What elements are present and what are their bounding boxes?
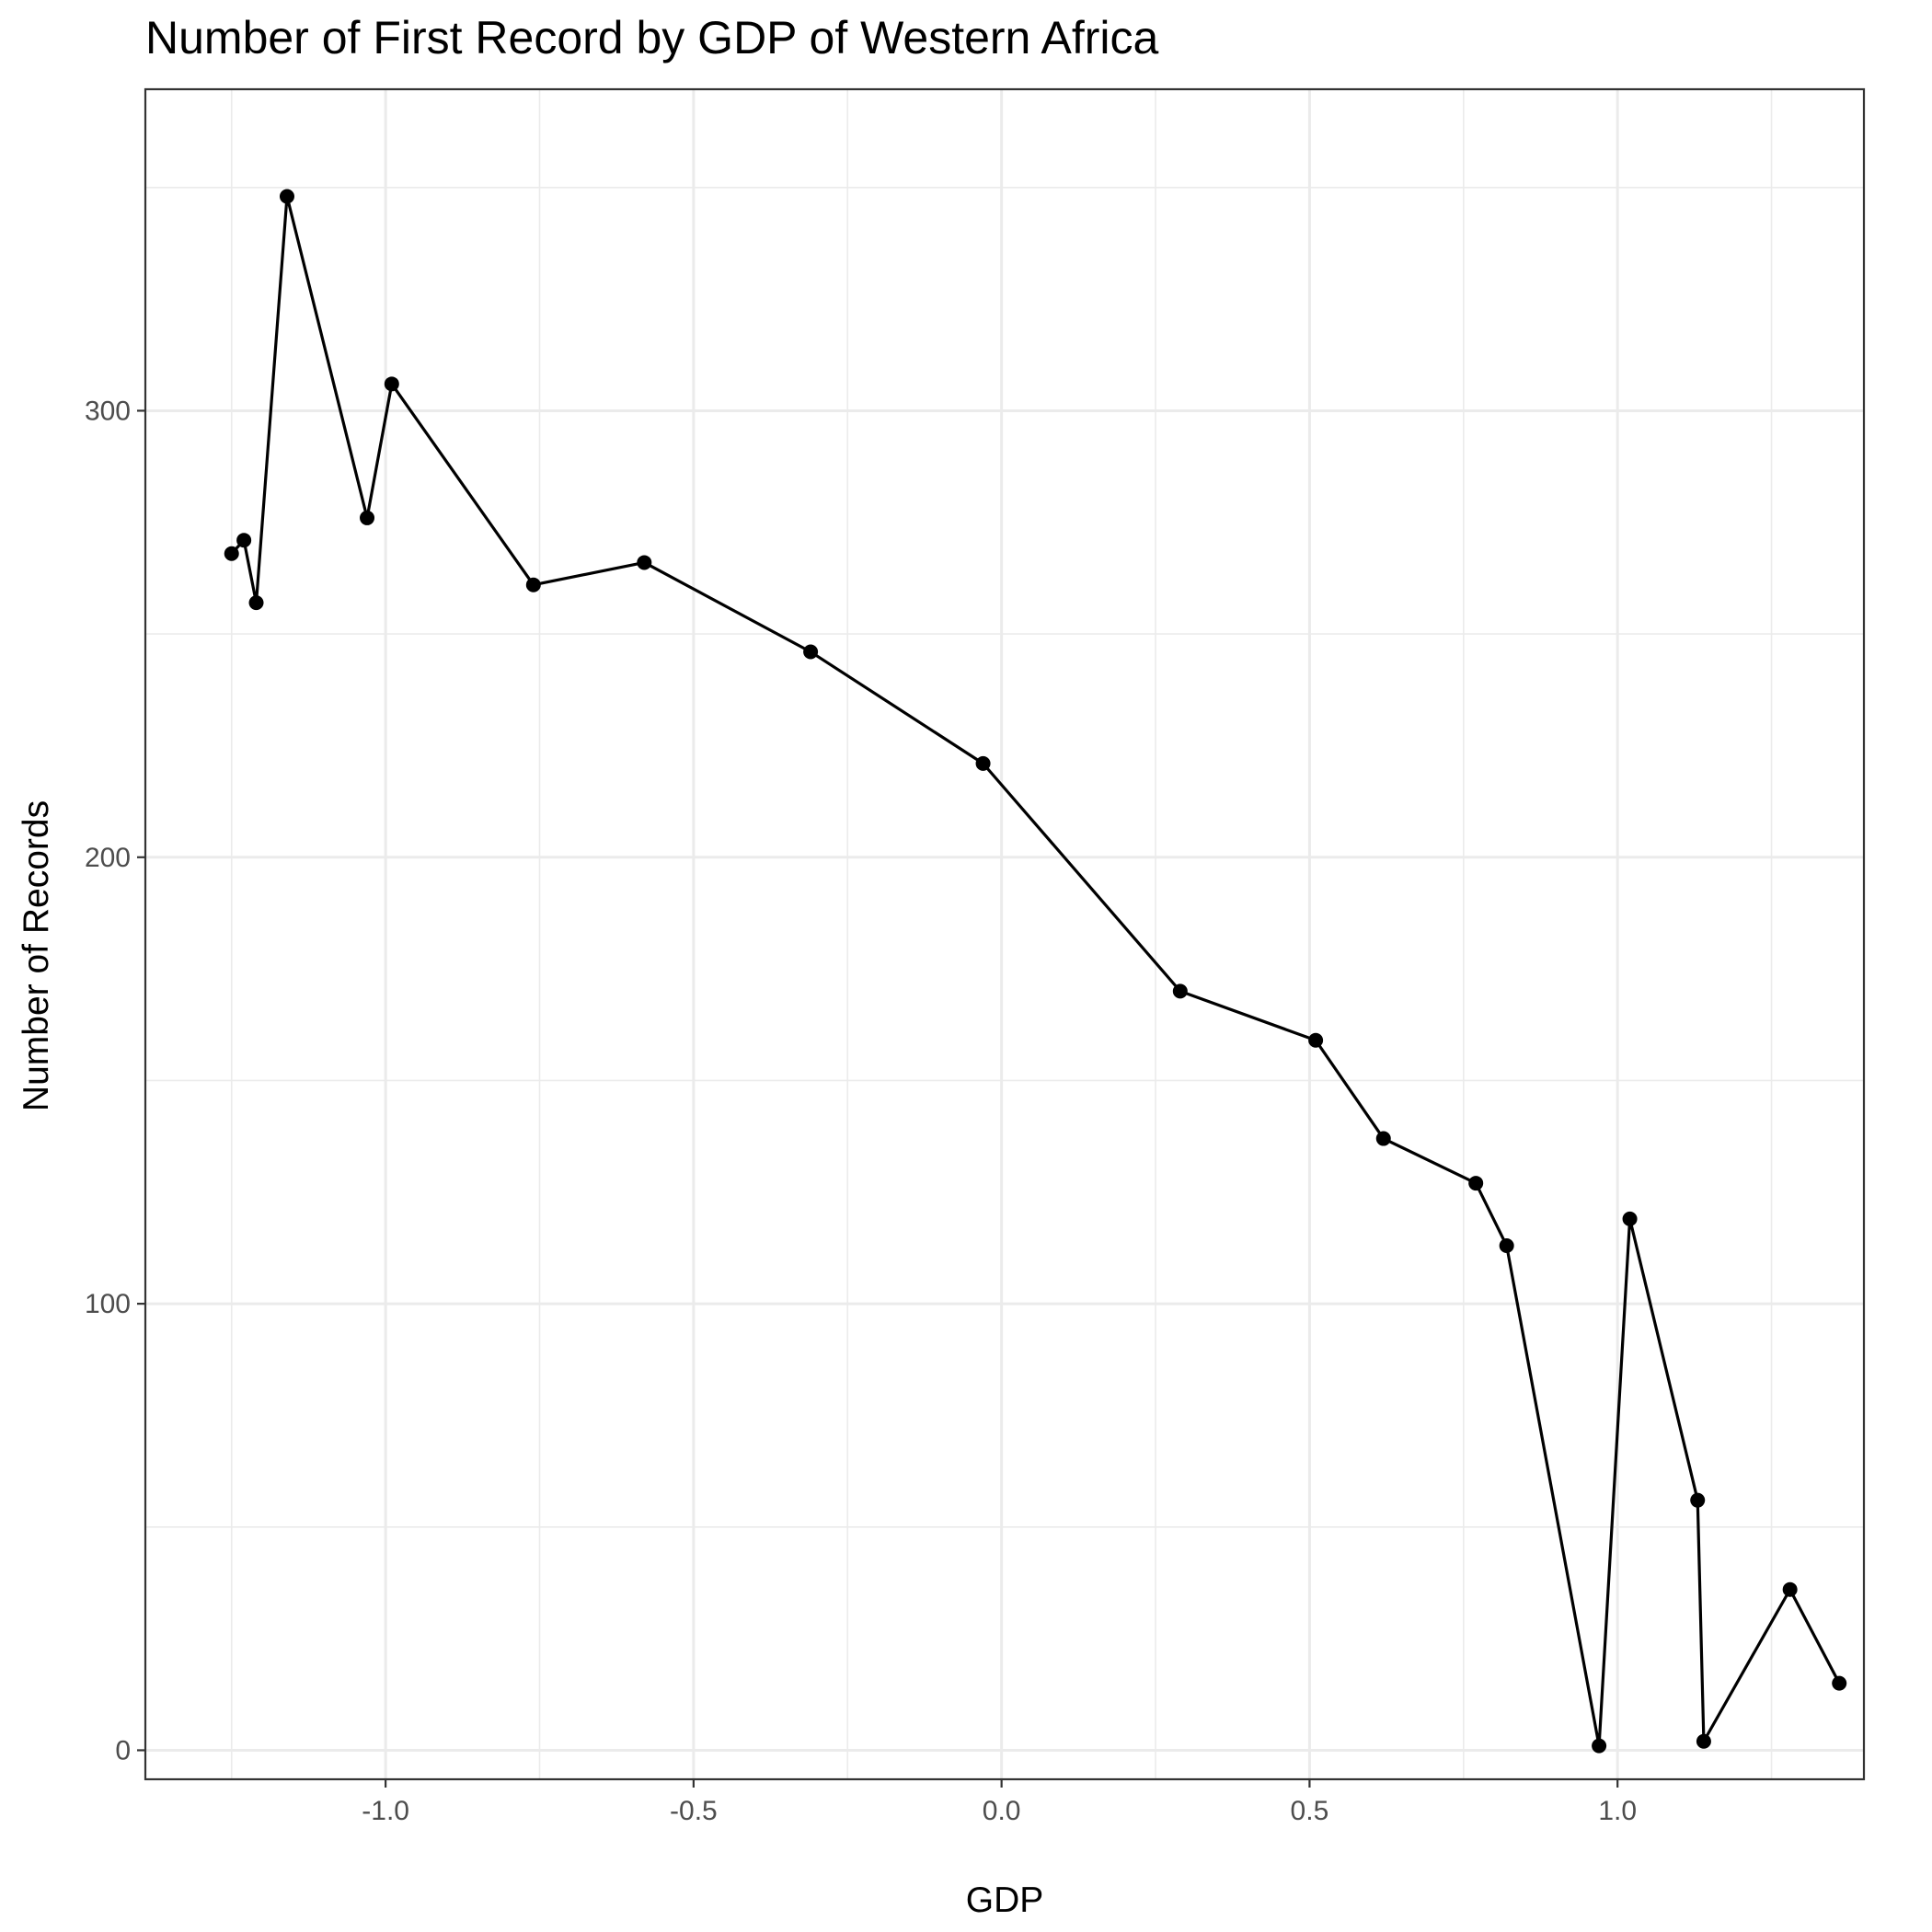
x-tick-label: 1.0 [1598,1796,1637,1826]
data-point-4 [279,189,294,204]
y-axis-title: Number of Records [17,800,56,1111]
data-point-18 [1690,1492,1706,1508]
y-tick-label: 300 [85,396,131,426]
data-point-1 [224,546,239,561]
data-point-7 [525,577,541,592]
x-tick-label: 0.5 [1291,1796,1329,1826]
data-point-6 [384,376,399,392]
x-tick-label: -1.0 [362,1796,409,1826]
data-point-10 [975,755,991,771]
chart-title: Number of First Record by GDP of Western… [145,12,1158,63]
x-tick-label: -0.5 [670,1796,718,1826]
data-point-16 [1592,1738,1607,1754]
data-point-12 [1308,1032,1324,1048]
data-point-17 [1622,1211,1638,1226]
data-point-8 [637,555,652,570]
data-point-20 [1782,1581,1798,1597]
data-point-14 [1468,1176,1484,1191]
x-axis-title: GDP [966,1880,1044,1920]
y-tick-label: 0 [115,1735,131,1765]
data-point-5 [360,510,375,525]
data-point-15 [1499,1238,1514,1254]
data-point-11 [1172,983,1188,999]
plot-panel-border [144,87,1866,1781]
plot-series [224,189,1847,1754]
gridlines [145,89,1864,1779]
y-tick-label: 200 [85,843,131,873]
data-point-19 [1696,1733,1711,1749]
data-point-3 [248,595,264,611]
axes: -1.0 -0.5 0.0 0.5 1.0 0 100 200 300 [85,396,1637,1826]
data-point-21 [1832,1675,1847,1691]
series-line [230,194,1841,1748]
y-tick-label: 100 [85,1289,131,1319]
data-point-2 [236,533,252,548]
data-point-13 [1375,1131,1391,1146]
x-tick-label: 0.0 [983,1796,1021,1826]
data-point-9 [803,644,819,660]
